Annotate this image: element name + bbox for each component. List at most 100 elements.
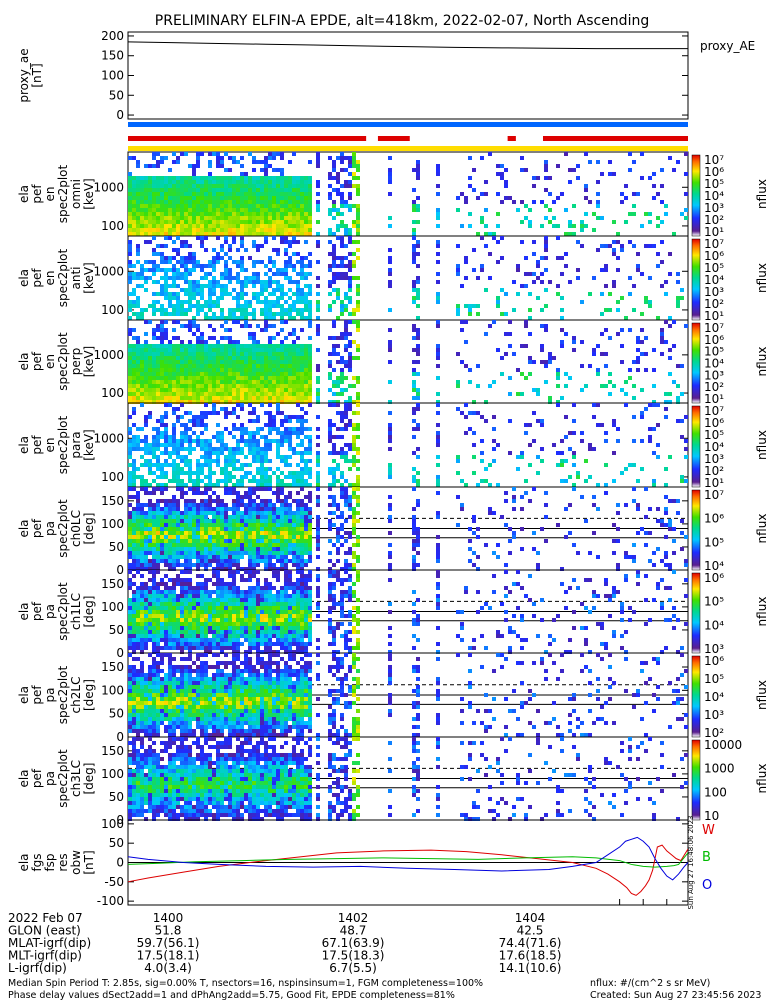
y-axis-label-1: pef — [30, 184, 44, 204]
y-axis-label-1: pef — [30, 685, 44, 705]
y-axis-label-2: en — [43, 271, 57, 286]
spectrogram-pa2 — [128, 653, 688, 737]
y-axis-label-0: ela — [17, 269, 31, 287]
colorbar-tick-label: 10⁵ — [704, 177, 724, 191]
y-axis-label-1: pef — [30, 768, 44, 788]
y-tick-label: -50 — [104, 875, 124, 889]
footer-row-value: 42.5 — [517, 924, 544, 938]
colorbar-tick-label: 10⁴ — [704, 559, 724, 573]
fgs-legend-O: O — [702, 878, 712, 893]
y-axis-label-1: pef — [30, 601, 44, 621]
footer-row-value: 1404 — [515, 911, 546, 925]
colorbar-label: nflux — [755, 430, 769, 460]
colorbar-tick-label: 10⁴ — [704, 690, 724, 704]
y-axis-label-5: [keV] — [82, 178, 96, 209]
y-axis-label-5: [deg] — [82, 679, 96, 711]
y-tick-label: 150 — [101, 49, 124, 63]
colorbar-label: nflux — [755, 680, 769, 710]
y-tick-label: 100 — [101, 600, 124, 614]
colorbar-tick-label: 10⁴ — [704, 440, 724, 454]
fgs-series-O — [127, 836, 689, 881]
y-axis-label-4: ch2LC — [69, 677, 83, 714]
y-tick-label: 1000 — [93, 180, 124, 194]
footer-created: Created: Sun Aug 27 23:45:56 2023 — [590, 990, 761, 1000]
colorbar-tick-label: 10 — [704, 809, 719, 823]
red-bar-segment — [507, 136, 516, 141]
y-tick-label: 100 — [101, 470, 124, 484]
y-axis-label-2: pa — [43, 688, 57, 703]
fgs-legend-B: B — [702, 850, 711, 865]
footer-row-value: 51.8 — [155, 924, 182, 938]
colorbar-label: nflux — [755, 347, 769, 377]
colorbar-tick-label: 10³ — [704, 642, 724, 656]
colorbar-tick-label: 10000 — [704, 738, 742, 752]
y-axis-label-0: ela — [17, 853, 31, 871]
colorbar — [691, 238, 701, 321]
colorbar-tick-label: 10⁷ — [704, 404, 724, 418]
colorbar-tick-label: 10³ — [704, 708, 724, 722]
y-tick-label: 100 — [101, 219, 124, 233]
y-axis-label-3: spec2plot — [56, 332, 70, 391]
colorbar-tick-label: 10⁵ — [704, 535, 724, 549]
colorbar-tick-label: 1000 — [704, 762, 735, 776]
y-axis-label-2: fsp — [43, 853, 57, 871]
y-tick-label: 1000 — [93, 348, 124, 362]
colorbar-tick-label: 10⁶ — [704, 571, 724, 585]
colorbar — [691, 489, 701, 571]
yellow-bar-segment — [128, 146, 688, 151]
y-tick-label: 0 — [116, 563, 124, 577]
y-tick-label: 100 — [101, 386, 124, 400]
y-axis-label-2: pa — [43, 604, 57, 619]
y-tick-label: 50 — [109, 540, 124, 554]
y-axis-label-5: [nT] — [82, 850, 96, 874]
colorbar-label: nflux — [755, 263, 769, 293]
plot-title: PRELIMINARY ELFIN-A EPDE, alt=418km, 202… — [155, 13, 649, 29]
panel-proxy: 200 150 100 50 0 proxy_ae [nT] — [17, 29, 689, 122]
colorbar-tick-label: 10⁶ — [704, 333, 724, 347]
colorbar-tick-label: 10⁵ — [704, 672, 724, 686]
colorbar-tick-label: 10⁴ — [704, 273, 724, 287]
blue-bar-segment — [128, 122, 688, 127]
colorbar-tick-label: 10¹ — [704, 225, 724, 239]
colorbar-tick-label: 10⁶ — [704, 416, 724, 430]
y-axis-label-3: spec2plot — [56, 665, 70, 724]
footer-note-2: Phase delay values dSect2add=1 and dPhAn… — [8, 990, 455, 1000]
colorbar-tick-label: 10¹ — [704, 309, 724, 323]
footer-row-value: 6.7(5.5) — [329, 961, 377, 975]
colorbar — [691, 655, 701, 738]
colorbar-label: nflux — [755, 514, 769, 544]
proxy-ae-legend: proxy_AE — [700, 39, 755, 53]
y-tick-label: 150 — [101, 660, 124, 674]
y-axis-label-2: pa — [43, 771, 57, 786]
y-axis-label-4: obw — [69, 850, 83, 875]
red-bar-segment — [542, 136, 688, 141]
spectrogram-en1 — [128, 152, 688, 236]
y-axis-label-4: anti — [69, 267, 83, 290]
colorbar-tick-label: 10² — [704, 297, 724, 311]
y-axis-label-3: spec2plot — [56, 415, 70, 474]
y-axis-label-0: ela — [17, 185, 31, 203]
y-axis-label-1: pef — [30, 351, 44, 371]
y-tick-label: 50 — [109, 88, 124, 102]
panel-fgs: 100 50 0 -50 -100 ela fgs fsp res obw [nT] — [17, 817, 689, 908]
colorbar-tick-label: 10⁵ — [704, 595, 724, 609]
footer-units: nflux: #/(cm^2 s sr MeV) — [590, 978, 710, 989]
y-axis-label-5: [keV] — [82, 346, 96, 377]
proxy-ae-line — [127, 41, 688, 50]
side-timestamp: Sun Aug 27 16:48:06 2023 — [687, 815, 695, 909]
blue-bar — [128, 122, 688, 127]
footer-row-label: 2022 Feb 07 — [8, 911, 83, 925]
colorbar — [691, 405, 701, 488]
y-axis-label-0: ela — [17, 602, 31, 620]
colorbar-label: nflux — [755, 179, 769, 209]
colorbar-tick-label: 10⁷ — [704, 237, 724, 251]
panel-frame — [127, 31, 689, 120]
y-tick-label: 200 — [101, 29, 124, 43]
colorbar-tick-label: 10³ — [704, 368, 724, 382]
colorbar-tick-label: 10² — [704, 464, 724, 478]
y-axis-label-0: ela — [17, 352, 31, 370]
y-axis-label-1: [nT] — [30, 63, 44, 87]
colorbar-tick-label: 10⁷ — [704, 153, 724, 167]
